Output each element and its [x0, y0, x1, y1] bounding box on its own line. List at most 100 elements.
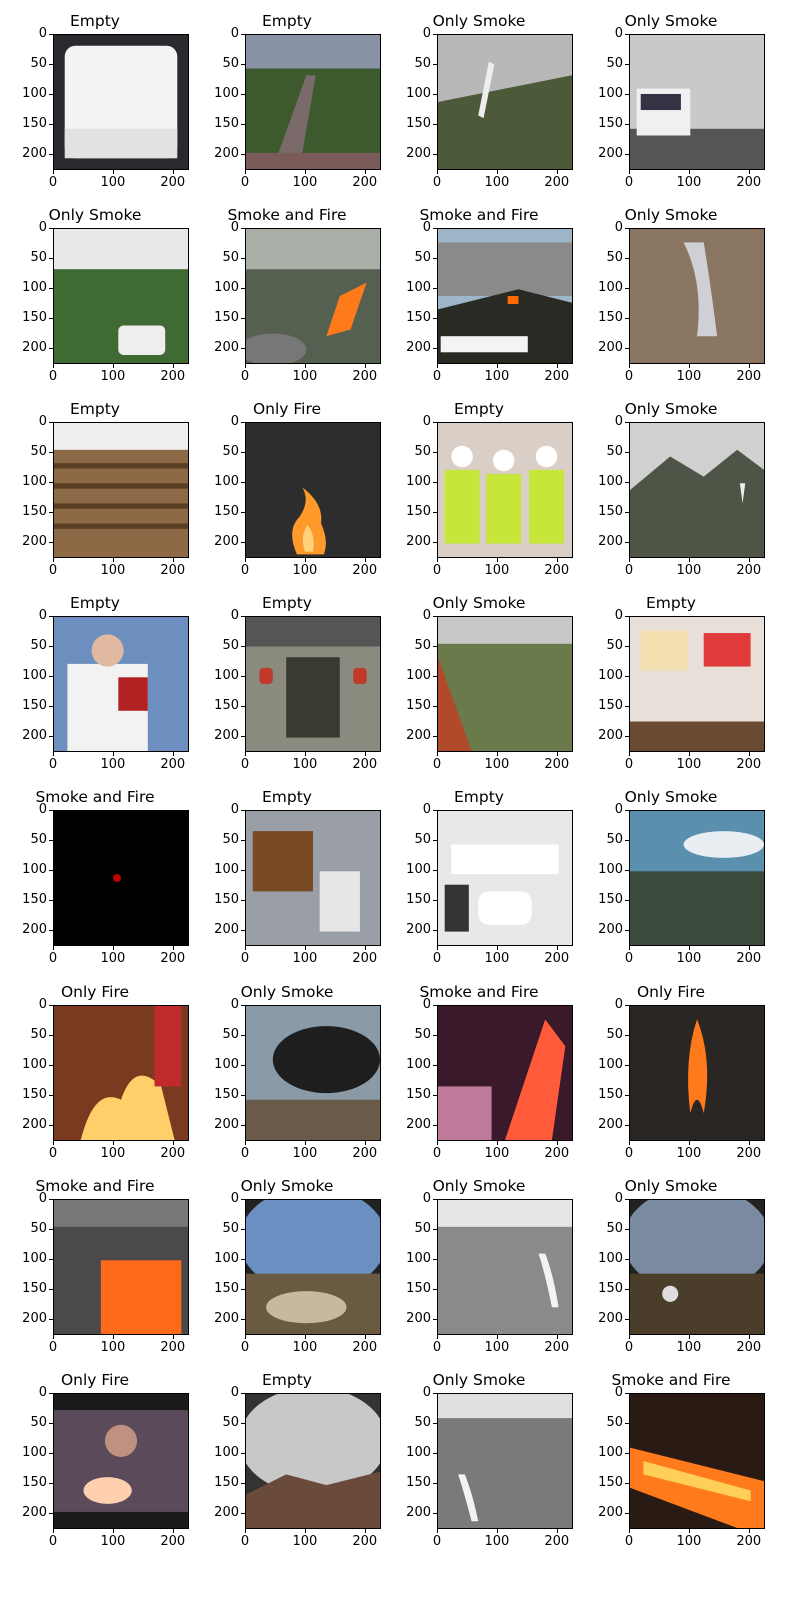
x-tick-mark [496, 558, 498, 562]
x-tick-label: 100 [100, 563, 126, 578]
x-tick-label: 0 [624, 369, 634, 384]
y-tick-mark [241, 735, 245, 737]
y-tick-mark [241, 1452, 245, 1454]
y-tick-mark [241, 1228, 245, 1230]
x-tick-label: 0 [240, 757, 250, 772]
y-tick-mark [241, 422, 245, 423]
y-tick-mark [241, 1393, 245, 1394]
panel-title: Only Smoke [624, 1177, 718, 1195]
x-tick-mark [112, 558, 114, 562]
y-tick-mark [433, 1482, 437, 1484]
y-tick-mark [433, 93, 437, 95]
y-tick-label: 150 [406, 1474, 431, 1490]
x-tick-label: 100 [484, 1534, 510, 1549]
y-tick-label: 0 [614, 608, 623, 623]
y-tick-mark [241, 705, 245, 707]
x-tick-mark [556, 364, 558, 368]
y-tick-label: 200 [22, 1504, 47, 1520]
image-panel: Only Fire 0 50 100 150 200 0 100 200 [192, 388, 382, 578]
x-tick-label: 200 [736, 1146, 762, 1161]
y-tick-mark [241, 1199, 245, 1200]
x-tick-label: 0 [48, 1146, 58, 1161]
y-tick-mark [49, 63, 53, 65]
y-tick-label: 100 [598, 1056, 623, 1072]
y-tick-mark [433, 1318, 437, 1320]
x-tick-mark [364, 1529, 366, 1533]
y-tick-label: 200 [406, 727, 431, 743]
y-tick-mark [241, 481, 245, 483]
image-panel: Smoke and Fire 0 50 100 150 200 0 100 200 [576, 1359, 766, 1549]
panel-image [437, 1199, 573, 1335]
y-tick-mark [241, 1034, 245, 1036]
y-tick-label: 0 [230, 1191, 239, 1206]
y-tick-mark [49, 1034, 53, 1036]
y-tick-mark [625, 1199, 629, 1200]
y-tick-label: 100 [598, 85, 623, 101]
y-tick-mark [433, 929, 437, 931]
x-tick-label: 100 [292, 175, 318, 190]
panel-title: Only Fire [636, 983, 706, 1001]
y-tick-label: 200 [22, 727, 47, 743]
y-tick-mark [433, 1512, 437, 1514]
y-tick-label: 50 [30, 1220, 47, 1236]
x-tick-mark [112, 946, 114, 950]
y-tick-mark [49, 1199, 53, 1200]
panel-image [245, 1393, 381, 1529]
panel-title: Empty [262, 12, 312, 30]
y-tick-mark [241, 1482, 245, 1484]
x-tick-label: 0 [48, 757, 58, 772]
y-tick-label: 0 [614, 1385, 623, 1400]
y-tick-label: 0 [422, 1191, 431, 1206]
y-tick-mark [49, 645, 53, 647]
y-tick-mark [433, 616, 437, 617]
y-tick-mark [49, 422, 53, 423]
y-tick-mark [625, 541, 629, 543]
x-tick-mark [364, 946, 366, 950]
y-tick-label: 100 [214, 1444, 239, 1460]
y-tick-label: 50 [414, 443, 431, 459]
y-tick-mark [625, 317, 629, 319]
y-tick-mark [49, 153, 53, 155]
panel-title: Empty [646, 594, 696, 612]
y-tick-label: 0 [230, 414, 239, 429]
y-tick-mark [241, 228, 245, 229]
panel-title: Empty [454, 400, 504, 418]
x-tick-mark [364, 752, 366, 756]
y-tick-mark [625, 1288, 629, 1290]
image-panel: Only Smoke 0 50 100 150 200 0 100 200 [384, 582, 574, 772]
y-tick-label: 200 [214, 921, 239, 937]
y-tick-label: 200 [214, 1116, 239, 1132]
y-tick-mark [625, 869, 629, 871]
y-tick-mark [49, 839, 53, 841]
y-tick-label: 150 [214, 1474, 239, 1490]
y-tick-label: 200 [598, 1116, 623, 1132]
y-tick-label: 150 [214, 891, 239, 907]
y-tick-label: 50 [30, 443, 47, 459]
y-tick-label: 150 [22, 891, 47, 907]
x-tick-mark [364, 1141, 366, 1145]
x-tick-mark [53, 170, 54, 174]
y-tick-label: 0 [230, 220, 239, 235]
x-tick-mark [748, 170, 750, 174]
y-tick-mark [433, 422, 437, 423]
y-tick-mark [241, 34, 245, 35]
y-tick-label: 150 [22, 1474, 47, 1490]
x-tick-mark [172, 1529, 174, 1533]
image-panel: Empty 0 50 100 150 200 0 100 200 [384, 776, 574, 966]
y-tick-label: 100 [214, 861, 239, 877]
x-tick-label: 200 [736, 563, 762, 578]
x-tick-mark [245, 364, 246, 368]
x-tick-mark [245, 946, 246, 950]
y-tick-mark [433, 1094, 437, 1096]
y-tick-label: 200 [22, 1116, 47, 1132]
x-tick-label: 0 [432, 369, 442, 384]
panel-title: Empty [262, 788, 312, 806]
x-tick-label: 200 [352, 563, 378, 578]
y-tick-label: 200 [22, 339, 47, 355]
y-tick-mark [49, 1318, 53, 1320]
panel-title: Empty [70, 12, 120, 30]
y-tick-mark [433, 869, 437, 871]
panel-image [437, 228, 573, 364]
y-tick-label: 200 [598, 145, 623, 161]
